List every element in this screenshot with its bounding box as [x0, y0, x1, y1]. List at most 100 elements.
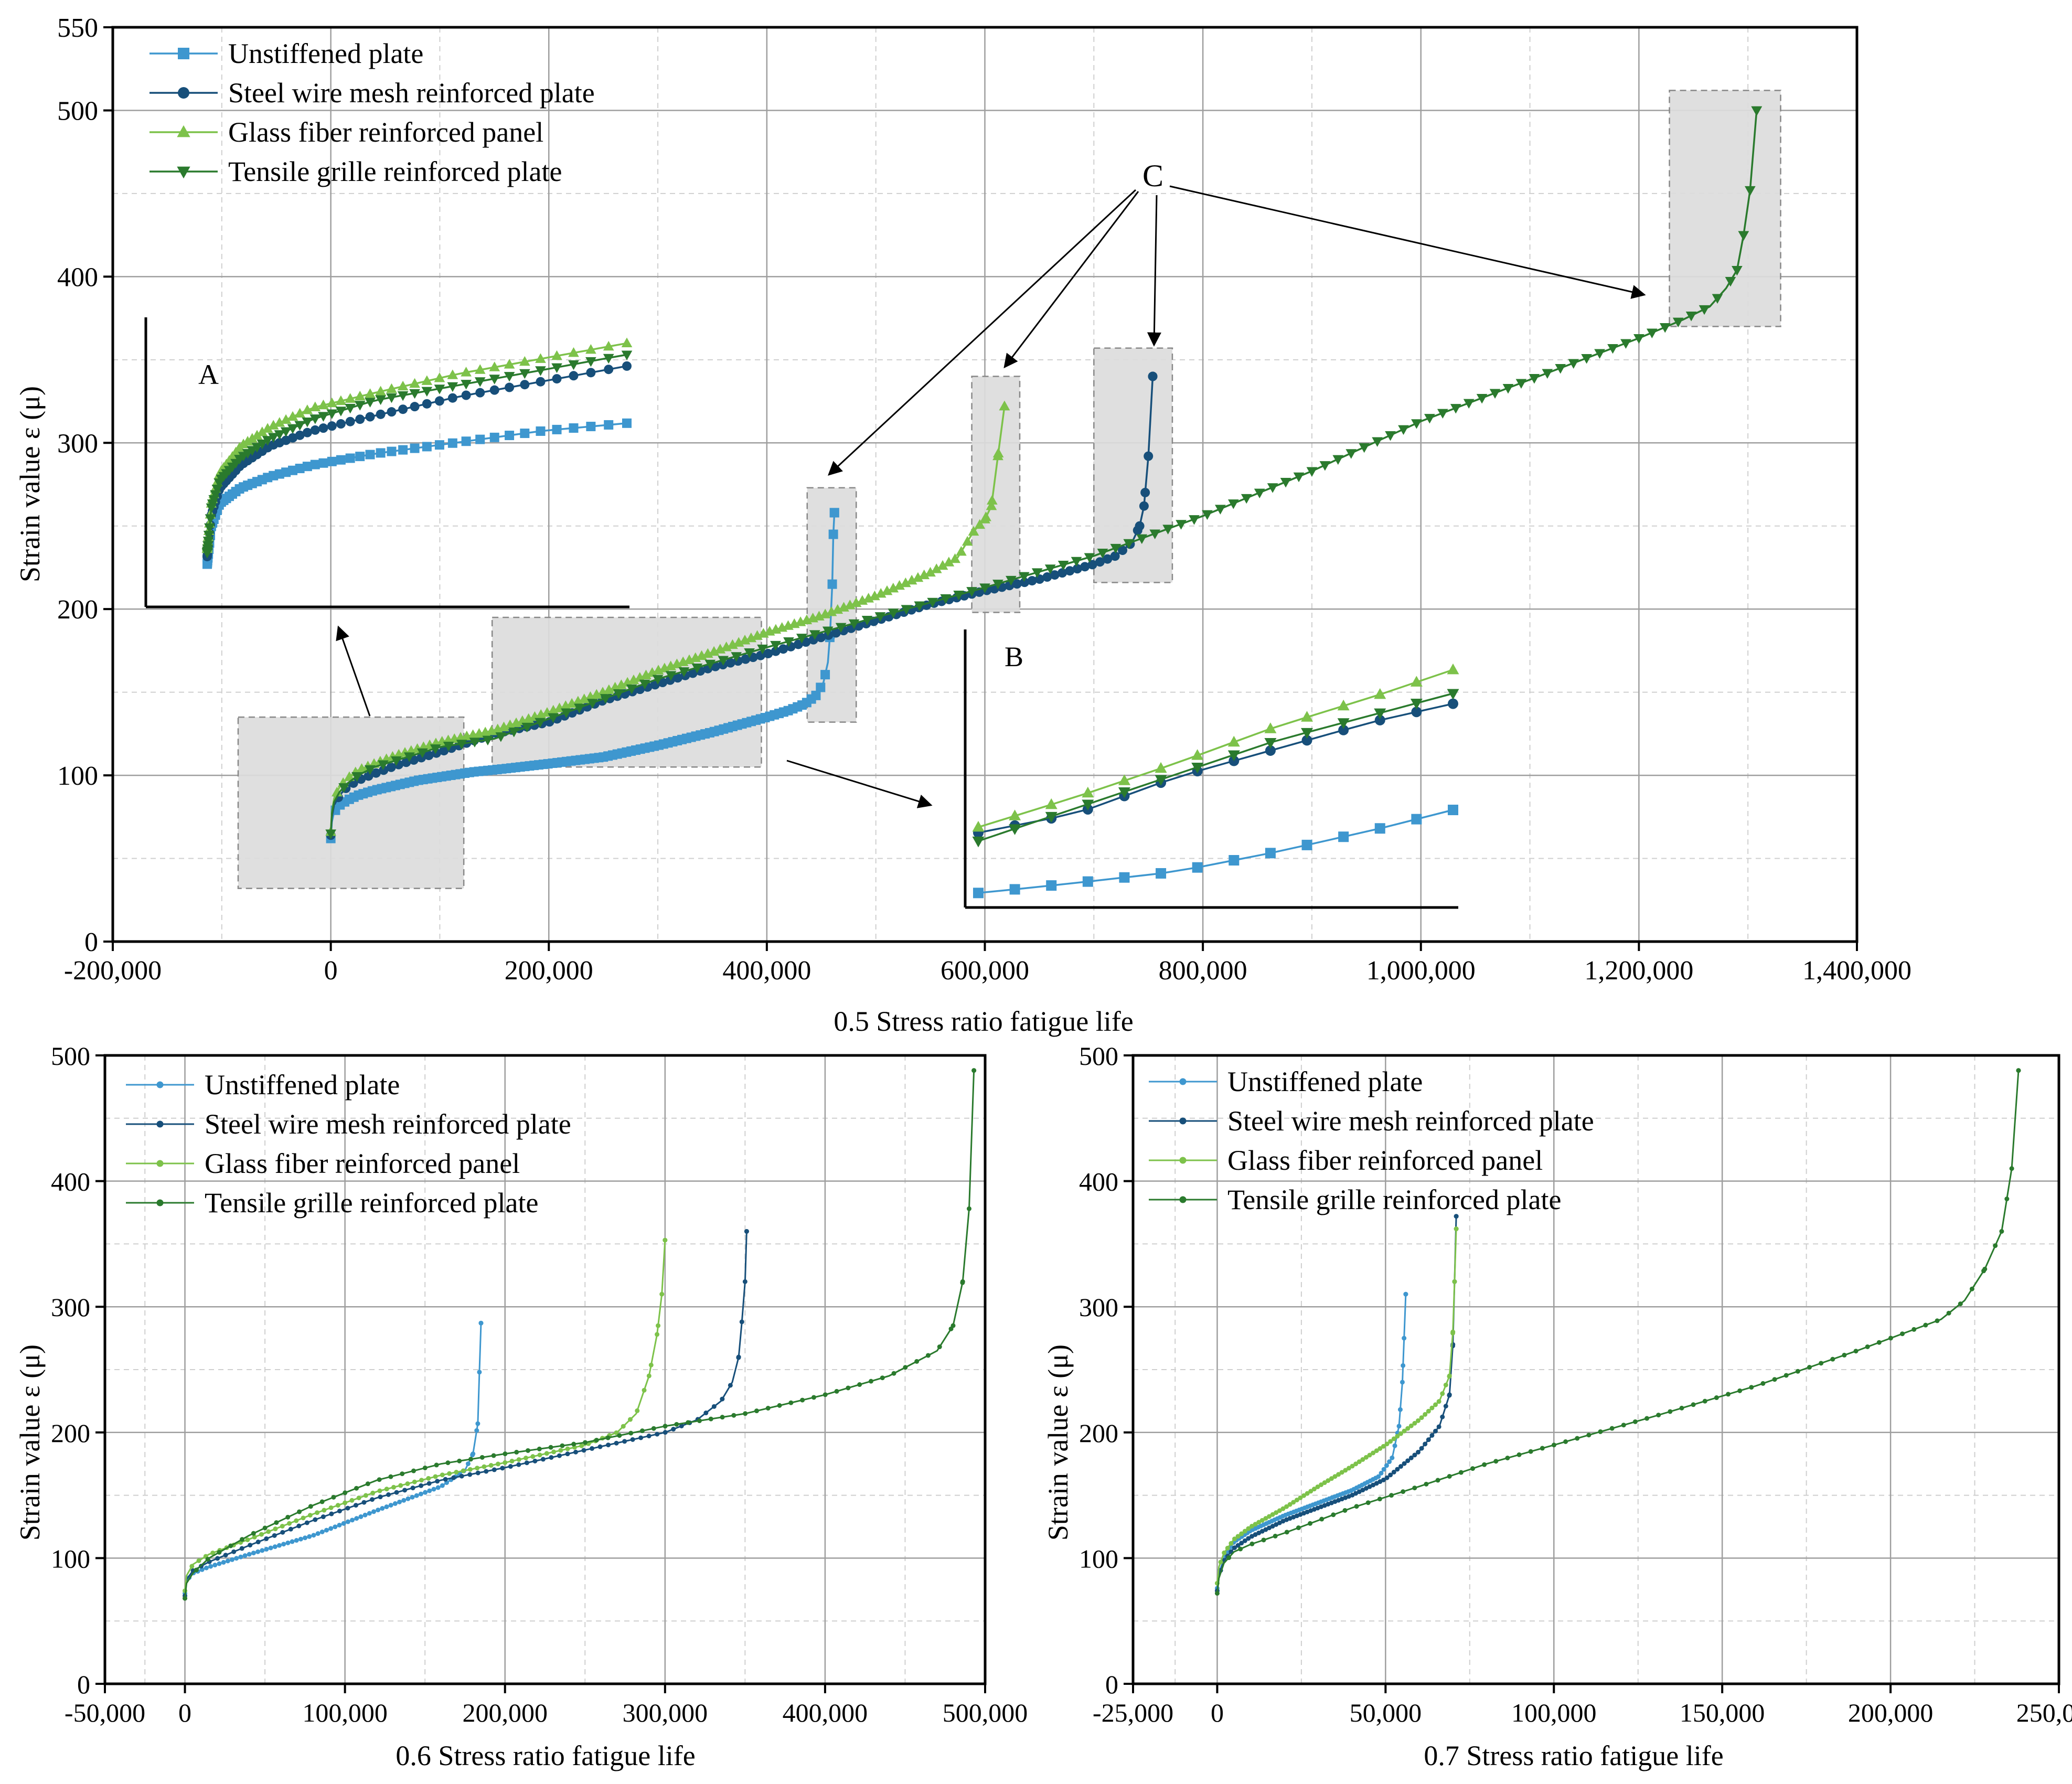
point-glass-fiber — [986, 495, 998, 505]
point-tensile-grille — [1435, 1478, 1440, 1483]
point-tensile-grille — [183, 1596, 188, 1601]
point-tensile-grille — [1581, 354, 1592, 364]
point-unstiffened — [337, 1522, 342, 1527]
point-tensile-grille — [788, 1400, 794, 1405]
point-steel-wire-mesh — [394, 1490, 399, 1495]
point-steel-wire-mesh — [688, 668, 698, 678]
y-axis-title: Strain value ε (μ) — [1042, 1344, 1074, 1541]
x-axis-title: 0.7 Stress ratio fatigue life — [1424, 1740, 1723, 1771]
point-steel-wire-mesh — [410, 1486, 415, 1491]
point-tensile-grille — [1702, 1398, 1707, 1404]
point-glass-fiber — [315, 1510, 320, 1515]
point-glass-fiber — [1284, 1504, 1289, 1509]
point-tensile-grille — [704, 659, 716, 670]
point-tensile-grille — [1738, 231, 1749, 241]
point-tensile-grille — [1084, 553, 1095, 563]
point-glass-fiber — [1450, 1329, 1456, 1334]
point-tensile-grille — [1679, 1405, 1684, 1411]
inset-a-point — [318, 399, 329, 410]
point-glass-fiber — [999, 400, 1010, 411]
point-steel-wire-mesh — [1426, 1437, 1431, 1443]
point-tensile-grille — [1306, 467, 1318, 477]
point-tensile-grille — [628, 1430, 634, 1436]
point-glass-fiber — [1408, 1423, 1414, 1428]
inset-a-point — [622, 418, 632, 428]
inset-a-point — [520, 380, 530, 390]
point-steel-wire-mesh — [1388, 1472, 1393, 1478]
point-tensile-grille — [1458, 1470, 1464, 1475]
series-tensile-grille — [183, 1068, 977, 1601]
legend-label-steel-wire-mesh: Steel wire mesh reinforced plate — [1227, 1105, 1594, 1137]
point-tensile-grille — [416, 748, 428, 759]
inset-a-point — [551, 350, 562, 360]
point-glass-fiber — [1270, 1512, 1275, 1517]
point-tensile-grille — [388, 1474, 393, 1479]
point-tensile-grille — [731, 1413, 736, 1418]
inset-a-point — [421, 375, 433, 385]
point-glass-fiber — [377, 1488, 382, 1493]
point-tensile-grille — [834, 1388, 839, 1394]
legend-marker-steel-wire-mesh — [1179, 1117, 1187, 1125]
point-tensile-grille — [587, 699, 598, 709]
point-tensile-grille — [1714, 1395, 1719, 1401]
point-unstiffened — [303, 1535, 308, 1541]
point-tensile-grille — [297, 1509, 302, 1514]
inset-a-point — [569, 371, 579, 381]
inset-a-point — [536, 377, 546, 387]
point-steel-wire-mesh — [1429, 1433, 1435, 1438]
point-glass-fiber — [1332, 1474, 1338, 1479]
point-unstiffened — [350, 1518, 355, 1523]
inset-b-point — [1447, 663, 1459, 675]
point-unstiffened — [307, 1534, 312, 1539]
point-glass-fiber — [655, 1332, 660, 1337]
point-unstiffened — [820, 670, 830, 680]
point-glass-fiber — [259, 1532, 264, 1537]
point-tensile-grille — [343, 1490, 348, 1495]
point-unstiffened — [294, 1538, 299, 1543]
point-tensile-grille — [403, 752, 415, 762]
point-tensile-grille — [1609, 1426, 1615, 1431]
point-tensile-grille — [1726, 1392, 1731, 1397]
inset-a-tensile-grille — [201, 350, 633, 559]
inset-a-point — [568, 347, 579, 357]
point-tensile-grille — [925, 1353, 931, 1358]
inset-a-point — [365, 450, 375, 460]
point-tensile-grille — [1280, 478, 1291, 488]
point-steel-wire-mesh — [1235, 1543, 1241, 1548]
point-tensile-grille — [1398, 425, 1409, 435]
point-steel-wire-mesh — [1110, 551, 1120, 561]
point-tensile-grille — [561, 708, 572, 718]
point-tensile-grille — [861, 615, 873, 626]
inset-a-point — [552, 374, 562, 384]
inset-a-point — [268, 420, 279, 430]
legend-label-glass-fiber: Glass fiber reinforced panel — [228, 116, 543, 148]
point-tensile-grille — [594, 1437, 599, 1443]
point-tensile-grille — [1372, 437, 1383, 447]
point-tensile-grille — [605, 1435, 611, 1440]
legend: Unstiffened plate Steel wire mesh reinfor… — [149, 38, 595, 187]
inset-a-point — [568, 360, 579, 370]
point-steel-wire-mesh — [532, 1458, 538, 1463]
point-tensile-grille — [971, 1068, 977, 1073]
point-tensile-grille — [1911, 1327, 1917, 1332]
point-unstiffened — [384, 1504, 389, 1510]
legend-marker-unstiffened — [156, 1081, 164, 1088]
point-tensile-grille — [757, 644, 768, 655]
point-unstiffened — [371, 1509, 376, 1514]
inset-a-point — [586, 422, 596, 432]
point-unstiffened — [1387, 1459, 1392, 1465]
point-tensile-grille — [1668, 1409, 1673, 1414]
point-glass-fiber — [1447, 1373, 1452, 1379]
point-tensile-grille — [514, 1449, 519, 1455]
y-tick-label: 200 — [1079, 1418, 1118, 1448]
inset-a-point — [295, 430, 305, 440]
inset-a-point — [257, 440, 268, 450]
point-tensile-grille — [482, 735, 494, 746]
point-tensile-grille — [940, 594, 952, 604]
inset-a: A — [144, 317, 633, 608]
inset-a-point — [242, 436, 253, 446]
point-tensile-grille — [1993, 1243, 1998, 1248]
point-steel-wire-mesh — [288, 1526, 293, 1532]
point-steel-wire-mesh — [1412, 1452, 1417, 1458]
point-steel-wire-mesh — [1436, 1424, 1441, 1429]
